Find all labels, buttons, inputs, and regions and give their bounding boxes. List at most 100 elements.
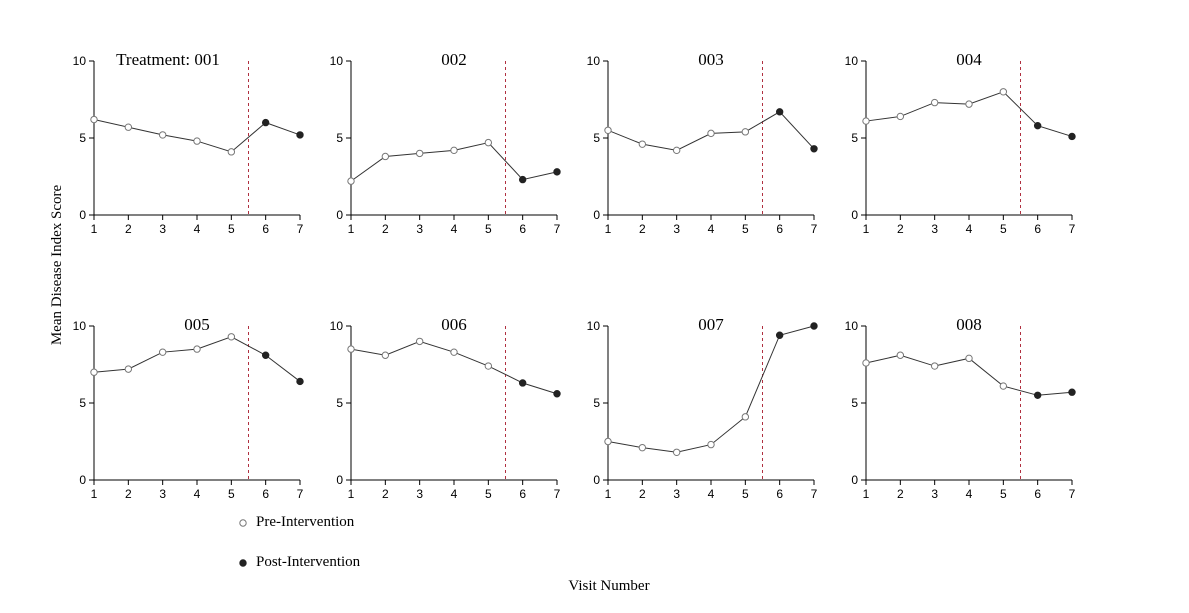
x-tick-label: 4 xyxy=(708,487,715,501)
x-tick-label: 2 xyxy=(382,222,389,236)
pre-intervention-point xyxy=(741,413,750,421)
y-tick-label: 0 xyxy=(79,208,86,222)
series-line xyxy=(93,119,301,153)
pre-intervention-point xyxy=(999,382,1008,390)
y-tick-label: 5 xyxy=(336,131,343,145)
x-tick-label: 6 xyxy=(519,222,526,236)
x-tick-label: 6 xyxy=(262,487,269,501)
x-tick-label: 4 xyxy=(966,222,973,236)
x-tick-label: 6 xyxy=(1034,487,1041,501)
legend: Pre-Intervention Post-Intervention xyxy=(239,514,361,570)
x-tick-label: 1 xyxy=(863,222,870,236)
post-intervention-point xyxy=(1068,132,1076,141)
series-line xyxy=(607,325,815,453)
y-axis-title: Mean Disease Index Score xyxy=(49,184,65,345)
x-tick-label: 6 xyxy=(776,487,783,501)
x-tick-label: 3 xyxy=(673,487,680,501)
x-tick-label: 3 xyxy=(931,487,938,501)
panel-title: 002 xyxy=(441,50,467,69)
y-tick-label: 5 xyxy=(851,131,858,145)
pre-intervention-point xyxy=(124,123,133,131)
pre-intervention-point xyxy=(415,337,424,346)
x-tick-label: 1 xyxy=(605,222,612,236)
pre-intervention-point xyxy=(381,351,390,359)
panel-5: 0 5 10 1 2 3 4 5 6 7 005 xyxy=(73,315,304,501)
y-tick-label: 5 xyxy=(79,396,86,410)
x-tick-label: 5 xyxy=(228,487,235,501)
legend-pre-label: Pre-Intervention xyxy=(256,514,355,530)
y-tick-label: 10 xyxy=(73,319,87,333)
x-tick-label: 5 xyxy=(1000,487,1007,501)
y-tick-label: 0 xyxy=(336,473,343,487)
x-tick-label: 3 xyxy=(159,487,166,501)
post-intervention-point xyxy=(810,145,818,153)
x-tick-label: 4 xyxy=(451,222,458,236)
panel-3: 0 5 10 1 2 3 4 5 6 7 003 xyxy=(587,50,818,236)
post-intervention-point xyxy=(518,379,527,387)
x-tick-label: 4 xyxy=(194,487,201,501)
pre-intervention-point xyxy=(965,354,973,363)
x-tick-label: 5 xyxy=(742,487,749,501)
x-tick-label: 7 xyxy=(1069,487,1076,501)
pre-intervention-point xyxy=(158,131,167,139)
y-tick-label: 5 xyxy=(336,396,343,410)
x-tick-label: 3 xyxy=(416,222,423,236)
post-intervention-point xyxy=(1033,391,1042,399)
x-tick-label: 4 xyxy=(708,222,715,236)
pre-intervention-point xyxy=(381,152,390,161)
x-tick-label: 2 xyxy=(125,222,132,236)
x-tick-label: 7 xyxy=(297,222,304,236)
pre-intervention-point xyxy=(999,88,1008,96)
series-line xyxy=(93,336,301,382)
panel-title: 003 xyxy=(698,50,724,69)
x-tick-label: 1 xyxy=(605,487,612,501)
pre-intervention-point xyxy=(930,362,939,370)
pre-intervention-point xyxy=(707,440,715,449)
y-tick-label: 0 xyxy=(851,208,858,222)
panel-title: 005 xyxy=(184,315,210,334)
pre-intervention-point xyxy=(347,177,355,185)
pre-intervention-point xyxy=(604,126,612,135)
legend-post-label: Post-Intervention xyxy=(256,554,361,570)
pre-intervention-point xyxy=(896,112,905,121)
x-tick-label: 6 xyxy=(1034,222,1041,236)
pre-intervention-point xyxy=(896,351,905,359)
pre-intervention-point xyxy=(227,333,236,341)
y-tick-label: 5 xyxy=(593,396,600,410)
panel-title: 007 xyxy=(698,315,724,334)
pre-intervention-point xyxy=(90,368,98,376)
post-intervention-point xyxy=(261,351,270,359)
pre-intervention-point xyxy=(965,100,973,108)
x-tick-label: 7 xyxy=(554,487,561,501)
legend-post-marker xyxy=(239,559,247,567)
x-tick-label: 2 xyxy=(382,487,389,501)
x-tick-label: 1 xyxy=(91,487,98,501)
x-tick-label: 6 xyxy=(519,487,526,501)
panel-title: 006 xyxy=(441,315,467,334)
y-tick-label: 10 xyxy=(330,54,344,68)
x-tick-label: 1 xyxy=(91,222,98,236)
pre-intervention-point xyxy=(862,117,870,125)
x-tick-label: 4 xyxy=(966,487,973,501)
x-tick-label: 7 xyxy=(554,222,561,236)
panel-4: 0 5 10 1 2 3 4 5 6 7 004 xyxy=(845,50,1076,236)
panel-7: 0 5 10 1 2 3 4 5 6 7 007 xyxy=(587,315,818,501)
y-tick-label: 10 xyxy=(845,54,859,68)
y-tick-label: 10 xyxy=(330,319,344,333)
panel-title: 008 xyxy=(956,315,982,334)
pre-intervention-point xyxy=(484,362,493,370)
pre-intervention-point xyxy=(638,443,647,452)
x-tick-label: 2 xyxy=(897,222,904,236)
y-tick-label: 10 xyxy=(587,54,601,68)
pre-intervention-point xyxy=(930,98,939,107)
y-tick-label: 5 xyxy=(851,396,858,410)
x-tick-label: 2 xyxy=(897,487,904,501)
post-intervention-point xyxy=(775,108,784,116)
series-line xyxy=(865,91,1073,137)
post-intervention-point xyxy=(775,331,784,339)
pre-intervention-point xyxy=(124,365,133,373)
x-tick-label: 7 xyxy=(811,487,818,501)
panel-title: Treatment: 001 xyxy=(116,50,220,69)
